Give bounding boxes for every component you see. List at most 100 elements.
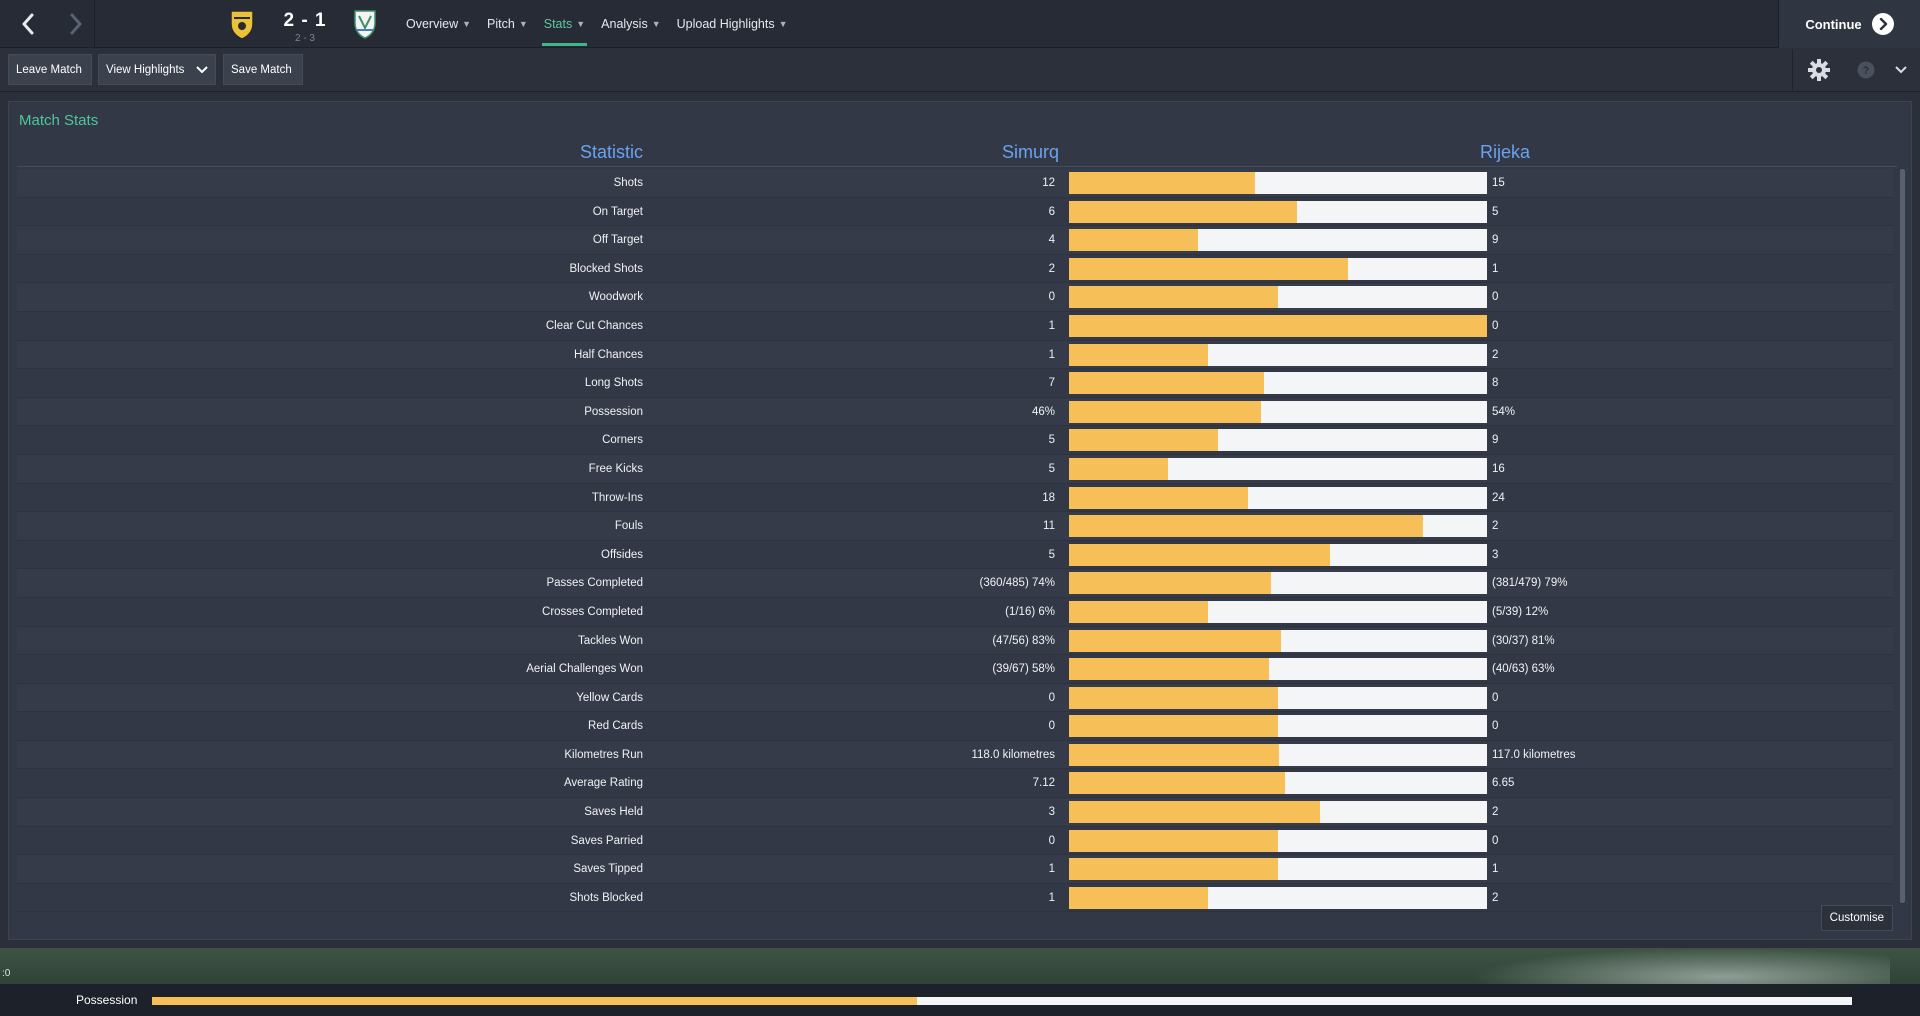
menu-overview[interactable]: Overview ▼: [398, 0, 479, 48]
stat-row: Yellow Cards 0 0: [17, 683, 1893, 713]
stat-home-value: 12: [1042, 177, 1055, 189]
toolbar-divider: [1792, 49, 1793, 92]
stat-comparison-bar: [1069, 772, 1487, 795]
stat-label: Yellow Cards: [576, 691, 643, 704]
help-icon[interactable]: ?: [1853, 57, 1879, 83]
column-header-statistic[interactable]: Statistic: [579, 142, 643, 162]
column-header-home-team[interactable]: Simurq: [1001, 142, 1059, 162]
stat-comparison-bar: [1069, 572, 1487, 595]
gear-icon[interactable]: [1806, 57, 1832, 83]
stat-away-value: 24: [1492, 491, 1505, 504]
away-team-crest-icon[interactable]: [351, 8, 379, 40]
continue-button[interactable]: Continue: [1778, 0, 1920, 48]
stat-bar-home-fill: [1069, 486, 1249, 509]
stat-bar-home-fill: [1069, 515, 1423, 538]
chevron-down-icon: ▼: [778, 19, 788, 29]
stat-comparison-bar: [1069, 400, 1487, 423]
pitch-preview[interactable]: :0: [0, 948, 1920, 984]
stat-home-value: 0: [1048, 834, 1055, 847]
stat-away-value: (5/39) 12%: [1492, 605, 1549, 618]
stat-home-value: 46%: [1031, 405, 1055, 418]
stat-away-value: 8: [1492, 377, 1499, 390]
stat-comparison-bar: [1069, 715, 1487, 738]
stat-comparison-bar: [1069, 172, 1487, 194]
stat-bar-home-fill: [1069, 886, 1209, 909]
stat-home-value: 1: [1048, 863, 1055, 876]
stat-row: Crosses Completed (1/16) 6% (5/39) 12%: [17, 597, 1893, 627]
back-button[interactable]: [4, 0, 52, 48]
stat-row: Saves Held 3 2: [17, 798, 1893, 827]
stat-comparison-bar: [1069, 858, 1487, 881]
menu-stats[interactable]: Stats ▼: [536, 0, 593, 48]
stat-bar-home-fill: [1069, 314, 1487, 337]
chevron-down-icon[interactable]: [1888, 57, 1914, 83]
stat-bar-home-fill: [1069, 343, 1209, 366]
chevron-right-icon: [70, 13, 82, 35]
scrollbar[interactable]: [1900, 169, 1905, 903]
scrollbar-thumb[interactable]: [1900, 169, 1905, 903]
possession-bar: [152, 997, 1852, 1005]
stat-home-value: 1: [1048, 891, 1055, 904]
stat-label: Fouls: [614, 520, 643, 533]
stat-label: Saves Held: [584, 806, 643, 819]
stat-home-value: (1/16) 6%: [1005, 605, 1055, 618]
stat-away-value: 0: [1492, 720, 1499, 733]
stat-label: Average Rating: [563, 777, 643, 790]
stat-label: Kilometres Run: [564, 748, 643, 761]
stat-home-value: 18: [1042, 491, 1055, 504]
stat-away-value: 3: [1492, 548, 1499, 561]
leave-match-button[interactable]: Leave Match: [8, 54, 92, 85]
stat-label: Red Cards: [588, 720, 643, 733]
stat-bar-home-fill: [1069, 457, 1169, 480]
menu-upload-highlights[interactable]: Upload Highlights ▼: [669, 0, 796, 48]
stat-bar-home-fill: [1069, 200, 1297, 223]
stat-home-value: (360/485) 74%: [979, 577, 1055, 590]
stat-label: Offsides: [601, 548, 643, 561]
stat-comparison-bar: [1069, 200, 1487, 223]
stat-home-value: 5: [1048, 434, 1055, 447]
stat-bar-home-fill: [1069, 686, 1278, 709]
stat-comparison-bar: [1069, 429, 1487, 452]
stat-away-value: 6.65: [1492, 777, 1515, 790]
stat-row: Woodwork 0 0: [17, 283, 1893, 312]
stat-home-value: 4: [1048, 234, 1055, 247]
customise-button[interactable]: Customise: [1820, 905, 1893, 931]
forward-button[interactable]: [52, 0, 100, 48]
stat-comparison-bar: [1069, 886, 1487, 909]
stat-row: Blocked Shots 2 1: [17, 254, 1893, 284]
stat-away-value: 1: [1492, 262, 1499, 275]
menu-analysis[interactable]: Analysis ▼: [593, 0, 668, 48]
chevron-down-icon: ▼: [576, 19, 586, 29]
stat-comparison-bar: [1069, 286, 1487, 309]
save-match-button[interactable]: Save Match: [223, 54, 303, 85]
stat-comparison-bar: [1069, 486, 1487, 509]
stat-home-value: 118.0 kilometres: [971, 748, 1055, 761]
chevron-down-icon: ▼: [462, 19, 472, 29]
stat-row: Offsides 5 3: [17, 540, 1893, 570]
stat-comparison-bar: [1069, 543, 1487, 566]
stat-comparison-bar: [1069, 829, 1487, 852]
stat-row: Free Kicks 5 16: [17, 454, 1893, 484]
stat-label: Passes Completed: [546, 577, 643, 590]
stat-bar-home-fill: [1069, 801, 1320, 824]
stat-bar-home-fill: [1069, 858, 1278, 881]
stat-home-value: 2: [1048, 262, 1055, 275]
stat-home-value: 7.12: [1032, 777, 1055, 790]
column-header-away-team[interactable]: Rijeka: [1480, 142, 1531, 162]
menu-pitch[interactable]: Pitch ▼: [479, 0, 536, 48]
stat-row: Fouls 11 2: [17, 512, 1893, 541]
possession-label: Possession: [76, 993, 138, 1007]
stat-bar-home-fill: [1069, 829, 1278, 852]
view-highlights-dropdown[interactable]: View Highlights: [98, 54, 216, 85]
stat-row: Off Target 4 9: [17, 226, 1893, 255]
home-team-crest-icon[interactable]: [228, 8, 256, 40]
stat-home-value: 0: [1048, 720, 1055, 733]
stat-away-value: 0: [1492, 834, 1499, 847]
stat-row: Red Cards 0 0: [17, 712, 1893, 741]
stat-bar-home-fill: [1069, 600, 1209, 623]
stat-row: Tackles Won (47/56) 83% (30/37) 81%: [17, 626, 1893, 656]
match-stats-panel: Match Stats Statistic Simurq Rijeka Shot…: [8, 101, 1912, 940]
stat-bar-home-fill: [1069, 372, 1265, 395]
stat-label: Throw-Ins: [591, 491, 643, 504]
nav-divider: [94, 0, 95, 48]
